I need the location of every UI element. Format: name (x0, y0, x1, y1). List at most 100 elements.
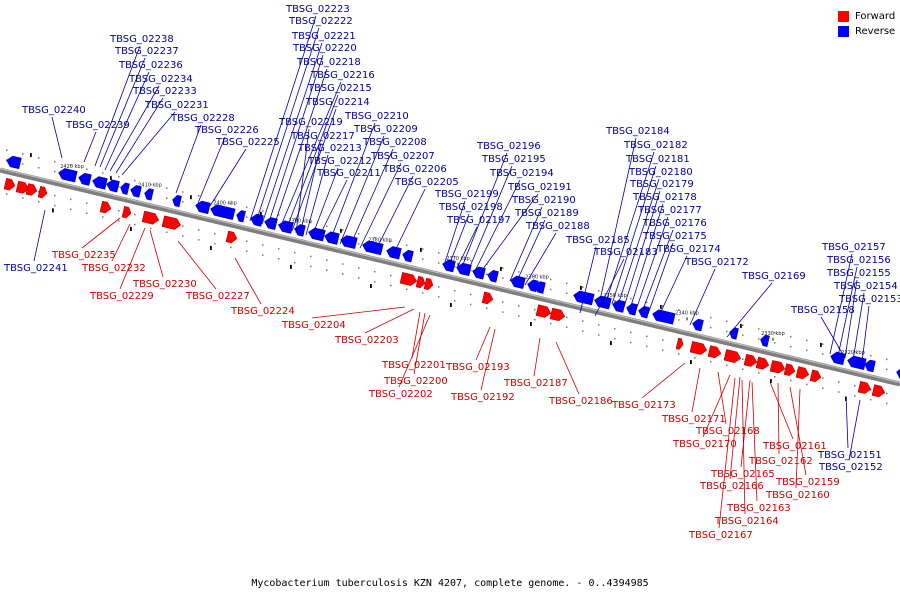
track-dot (550, 288, 552, 291)
marker-dash (820, 342, 822, 347)
leader-line (209, 148, 247, 207)
forward-gene-arrow (743, 353, 758, 367)
legend-item-forward: Forward (838, 9, 895, 24)
leader-line (852, 292, 865, 361)
reverse-gene-arrow (847, 355, 867, 371)
leader-line (109, 85, 160, 172)
track-dot (230, 246, 232, 249)
forward-gene-arrow (755, 356, 770, 370)
leader-line (99, 57, 146, 168)
track-dot (54, 170, 56, 173)
leader-line (175, 124, 202, 194)
forward-gene-arrow (37, 185, 48, 199)
reverse-gene-label: TBSG_02151 (817, 450, 882, 461)
reverse-gene-label: TBSG_02211 (316, 168, 381, 179)
leader-line (479, 193, 539, 274)
track-dot (246, 206, 248, 208)
track-dot (534, 318, 536, 321)
track-dot (278, 258, 280, 260)
leader-line (349, 148, 394, 247)
label-leaders (33, 15, 870, 529)
leader-line (81, 217, 121, 249)
track-dot (326, 225, 328, 228)
leader-line (717, 371, 727, 425)
track-dot (166, 231, 168, 233)
legend-item-reverse: Reverse (838, 24, 895, 39)
reverse-gene-label: TBSG_02190 (511, 195, 576, 206)
leader-line (702, 374, 731, 438)
legend: Forward Reverse (838, 9, 895, 39)
reverse-gene-arrow (58, 168, 78, 183)
track-dot (854, 351, 856, 353)
track-dot (438, 252, 440, 254)
reverse-gene-label: TBSG_02226 (194, 125, 259, 136)
leader-line (111, 223, 131, 262)
tick-label: 2410 kbp (138, 183, 162, 189)
reverse-gene-label: TBSG_02199 (434, 189, 499, 200)
leader-line (533, 337, 541, 377)
leader-line (691, 367, 701, 413)
forward-gene-arrow (141, 210, 160, 225)
leader-line (392, 188, 426, 256)
forward-gene-label: TBSG_02229 (89, 291, 154, 302)
track-dot (806, 349, 808, 352)
track-dot (662, 339, 664, 341)
leader-line (329, 122, 376, 242)
track-dot (502, 277, 504, 279)
track-dot (54, 204, 56, 207)
track-dot (886, 392, 888, 395)
track-dot (646, 345, 648, 348)
leader-line (234, 257, 262, 305)
reverse-gene-arrow (362, 240, 384, 256)
track-dot (38, 201, 40, 203)
forward-gene-label: TBSG_02167 (688, 530, 753, 541)
track-dot (118, 210, 120, 212)
leader-line (115, 97, 164, 174)
forward-gene-label: TBSG_02171 (661, 414, 726, 425)
track-dot (742, 334, 744, 336)
track-dot (726, 364, 728, 367)
track-dot (310, 221, 312, 224)
leader-line (641, 362, 686, 399)
track-dot (550, 322, 552, 325)
track-dot (838, 391, 840, 393)
track-dot (806, 383, 808, 386)
marker-dash (500, 266, 502, 271)
leader-line (848, 399, 861, 461)
track-dot (118, 186, 120, 188)
leader-line (457, 226, 478, 267)
track-dot (614, 337, 616, 340)
track-dot (86, 212, 88, 214)
leader-line (635, 216, 669, 311)
forward-gene-arrow (795, 366, 810, 380)
track-dot (694, 357, 696, 359)
track-dot (790, 335, 792, 338)
track-dot (198, 239, 200, 241)
track-dot (630, 297, 632, 300)
track-dot (182, 201, 184, 203)
track-dot (246, 240, 248, 242)
track-dot (22, 197, 24, 199)
forward-gene-label: TBSG_02170 (672, 439, 737, 450)
track-dot (870, 354, 872, 357)
leader-line (249, 15, 317, 222)
reverse-gene-label: TBSG_02182 (623, 140, 688, 151)
forward-gene-arrow (423, 277, 434, 291)
leader-line (83, 131, 97, 163)
forward-gene-label: TBSG_02187 (503, 378, 568, 389)
reverse-gene-label: TBSG_02231 (144, 100, 209, 111)
reverse-gene-label: TBSG_02207 (370, 151, 435, 162)
reverse-gene-arrow (729, 327, 739, 340)
reverse-gene-label: TBSG_02155 (826, 268, 891, 279)
track-dot (518, 305, 520, 307)
track-dot (310, 265, 312, 268)
backbone-line (0, 167, 900, 387)
track-dot (518, 315, 520, 317)
track-dot (742, 368, 744, 370)
forward-gene-label: TBSG_02193 (445, 362, 510, 373)
caption: Mycobacterium tuberculosis KZN 4207, com… (251, 578, 649, 589)
reverse-gene-arrow (264, 217, 278, 231)
leader-line (820, 316, 846, 359)
track-dot (710, 326, 712, 329)
reverse-gene-label: TBSG_02222 (288, 16, 353, 27)
